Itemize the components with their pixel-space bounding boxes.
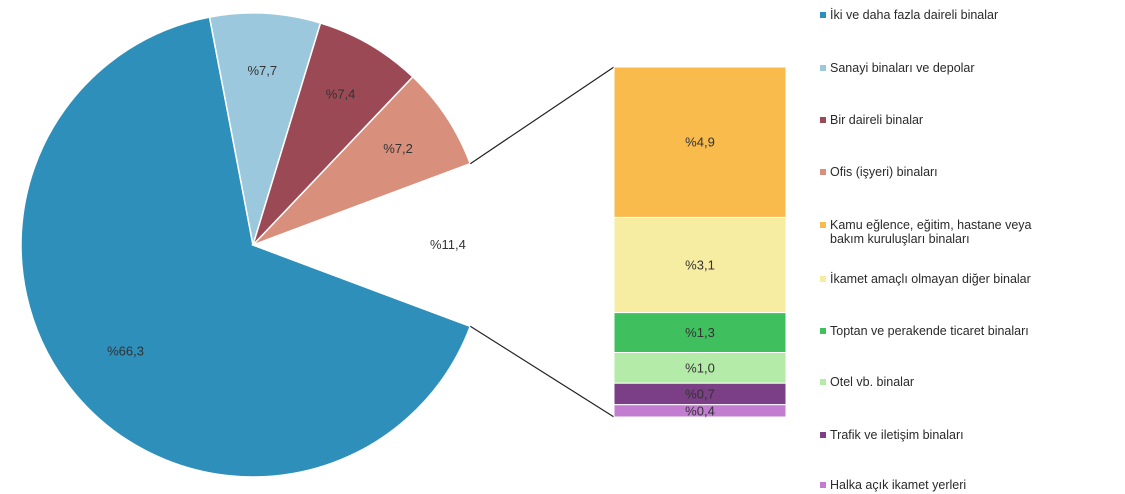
bar-segment-public-entertainment — [613, 66, 787, 218]
connector-lines — [469, 66, 615, 418]
legend-item: Bir daireli binalar — [820, 113, 1120, 127]
legend-swatch — [820, 65, 826, 71]
pie-slice-industrial — [208, 12, 322, 246]
connector-line-top — [469, 66, 615, 165]
pie-slice-single-dwelling — [252, 22, 414, 246]
legend-item: İkamet amaçlı olmayan diğer binalar — [820, 272, 1120, 286]
legend-label: Ofis (işyeri) binaları — [830, 165, 938, 179]
legend-item: Ofis (işyeri) binaları — [820, 165, 1120, 179]
legend-swatch — [820, 117, 826, 123]
connector-line-bottom — [469, 325, 615, 418]
bar-label-hotel: %1,0 — [685, 360, 715, 375]
pie-label-multi-dwelling: %66,3 — [107, 343, 144, 358]
legend-label: Toptan ve perakende ticaret binaları — [830, 324, 1029, 338]
bar-segment-hotel — [613, 352, 787, 384]
legend-swatch — [820, 276, 826, 282]
legend-label: Sanayi binaları ve depolar — [830, 61, 975, 75]
legend-swatch — [820, 12, 826, 18]
bar-label-traffic-communication: %0,7 — [685, 386, 715, 401]
legend-item: Toptan ve perakende ticaret binaları — [820, 324, 1120, 338]
bar-of-pie-chart: %66,3 %7,7 %7,4 %7,2 %11,4 %4,9 %3,1 %1,3 %1,0%… — [20, 12, 787, 478]
pie: %66,3 %7,7 %7,4 %7,2 %11,4 — [20, 12, 486, 478]
legend-item: Otel vb. binalar — [820, 375, 1120, 389]
pie-label-other: %11,4 — [430, 237, 466, 252]
bar-segment-public-residence — [613, 404, 787, 418]
legend: İki ve daha fazla daireli binalar Sanayi … — [820, 0, 1120, 494]
legend-label: İki ve daha fazla daireli binalar — [830, 8, 999, 22]
pie-slice-other — [250, 162, 486, 328]
legend-label: Trafik ve iletişim binaları — [830, 428, 964, 442]
legend-label: Kamu eğlence, eğitim, hastane veya bakım… — [830, 218, 1032, 246]
legend-item: Halka açık ikamet yerleri — [820, 478, 1120, 492]
legend-label: Otel vb. binalar — [830, 375, 915, 389]
bar-label-public-residence: %0,4 — [685, 403, 715, 418]
stacked-bar: %4,9 %3,1 %1,3 %1,0 %0,7 %0,4 — [613, 66, 787, 418]
legend-label: İkamet amaçlı olmayan diğer binalar — [830, 272, 1031, 286]
legend-swatch — [820, 482, 826, 488]
pie-label-industrial: %7,7 — [247, 63, 277, 78]
legend-label: Halka açık ikamet yerleri — [830, 478, 967, 492]
bar-label-other-non-residential: %3,1 — [685, 258, 715, 273]
pie-slice-office — [252, 75, 472, 246]
bar-label-wholesale-retail: %1,3 — [685, 325, 715, 340]
legend-item: Sanayi binaları ve depolar — [820, 61, 1120, 75]
legend-item: İki ve daha fazla daireli binalar — [820, 8, 1120, 22]
legend-swatch — [820, 222, 826, 228]
legend-swatch — [820, 379, 826, 385]
pie-label-office: %7,2 — [383, 141, 413, 156]
bar-segment-wholesale-retail — [613, 312, 787, 354]
bar-segment-other-non-residential — [613, 216, 787, 314]
bar-label-public-entertainment: %4,9 — [685, 135, 715, 150]
legend-label: Bir daireli binalar — [830, 113, 924, 127]
pie-label-single-dwelling: %7,4 — [326, 87, 356, 102]
legend-item: Kamu eğlence, eğitim, hastane veya bakım… — [820, 218, 1120, 246]
legend-swatch — [820, 328, 826, 334]
legend-item: Trafik ve iletişim binaları — [820, 428, 1120, 442]
legend-swatch — [820, 432, 826, 438]
pie-slice-multi-dwelling — [20, 16, 472, 478]
legend-swatch — [820, 169, 826, 175]
